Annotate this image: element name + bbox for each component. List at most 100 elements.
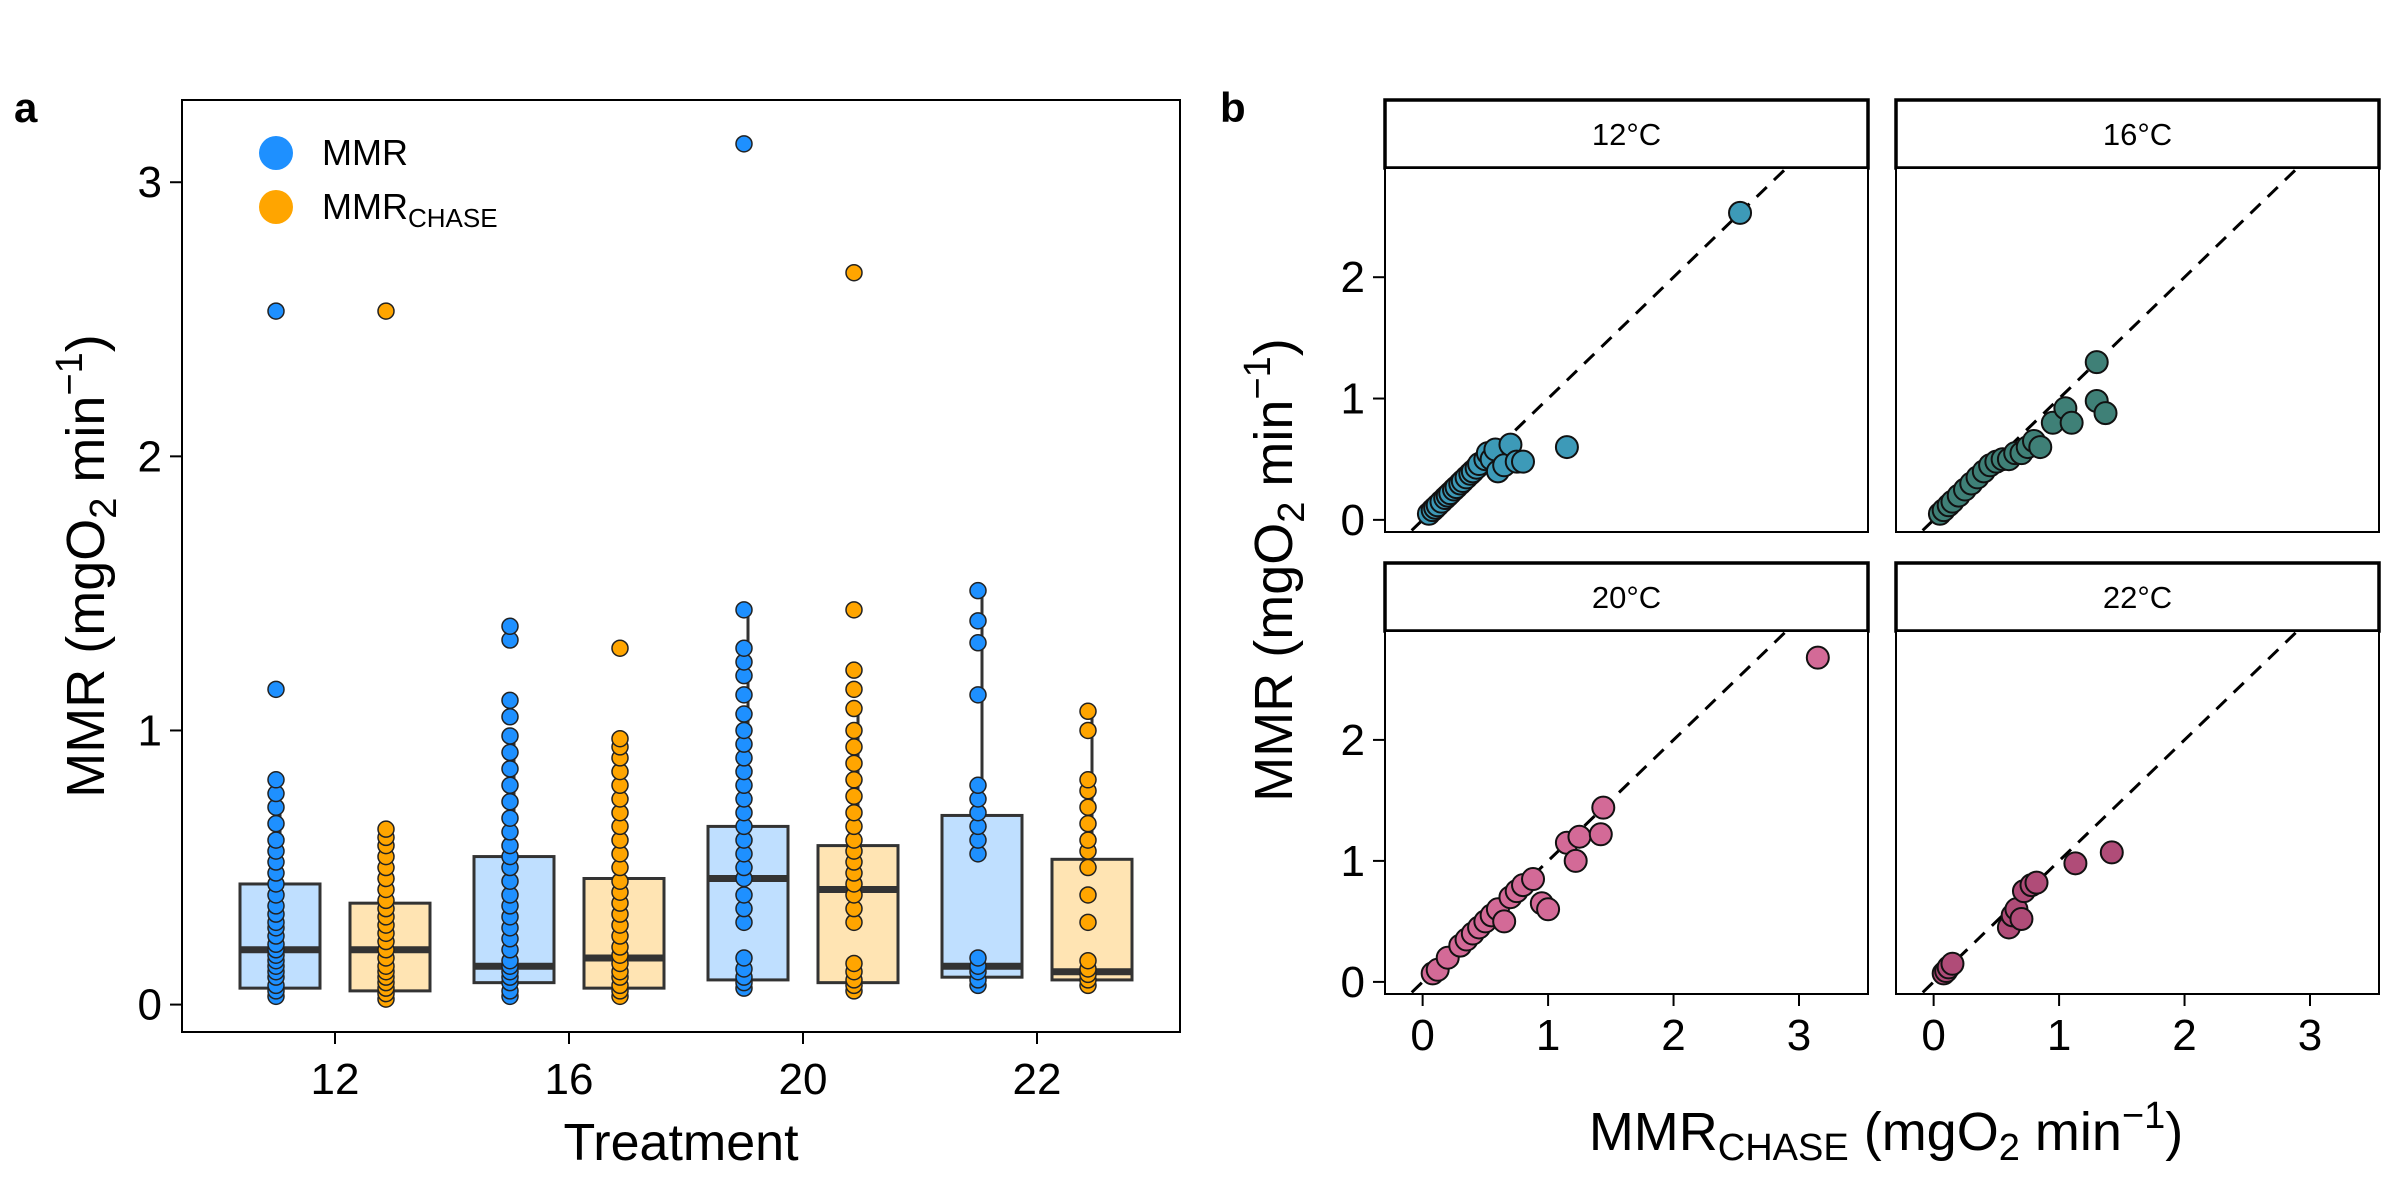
data-point	[267, 680, 285, 699]
y-tick-label: 3	[138, 158, 162, 207]
panel-a-points	[267, 135, 1097, 1008]
data-point	[1079, 951, 1097, 970]
data-point	[969, 634, 987, 652]
x-tick-label: 2	[2172, 1011, 2196, 1060]
data-point	[377, 820, 395, 838]
y-tick-label: 0	[138, 981, 162, 1030]
data-point	[735, 949, 753, 967]
data-point	[501, 708, 519, 726]
data-point	[611, 729, 629, 748]
panel-a-x-axis-title: Treatment	[563, 1114, 799, 1172]
data-point	[1536, 897, 1561, 922]
data-point	[735, 886, 753, 904]
facet-20c: 20°C 0 1 2 0 1 2 3	[1341, 561, 1870, 1060]
facet-strip-label: 20°C	[1592, 580, 1661, 615]
data-point	[735, 721, 753, 740]
data-point	[1728, 200, 1753, 225]
data-point	[735, 601, 753, 619]
data-point	[1079, 858, 1097, 877]
data-point	[267, 831, 285, 849]
facet-strip-label: 16°C	[2103, 117, 2172, 152]
y-tick-label: 1	[1341, 375, 1365, 424]
data-point	[845, 787, 863, 806]
x-tick-label: 16	[545, 1055, 594, 1104]
data-point	[2059, 410, 2084, 435]
y-tick-label: 2	[1341, 716, 1365, 765]
data-point	[267, 814, 285, 833]
facet-strip-label: 22°C	[2103, 580, 2172, 615]
x-tick-label: 3	[2298, 1011, 2322, 1060]
facet-strip	[1383, 561, 1870, 633]
legend-mmr-chase-marker	[259, 190, 293, 224]
data-point	[1079, 831, 1097, 849]
data-point	[1567, 824, 1592, 849]
data-point	[1554, 435, 1579, 460]
data-point	[2063, 851, 2088, 876]
data-point	[267, 302, 285, 320]
data-point	[735, 639, 753, 657]
legend-mmr-label: MMR	[322, 132, 408, 173]
data-point	[1079, 702, 1097, 721]
facet-strip	[1894, 561, 2381, 633]
data-point	[845, 954, 863, 973]
data-point	[845, 680, 863, 699]
data-point	[845, 803, 863, 822]
data-point	[501, 776, 519, 795]
data-point	[2093, 401, 2118, 426]
data-point	[845, 771, 863, 789]
data-point	[1511, 449, 1535, 474]
data-point	[267, 771, 285, 789]
panel-a-x-axis: 12 16 20 22	[311, 1032, 1062, 1104]
data-point	[1563, 848, 1588, 873]
data-point	[1492, 909, 1517, 934]
y-tick-label: 2	[138, 432, 162, 481]
data-point	[501, 743, 519, 762]
data-point	[1588, 822, 1613, 847]
data-point	[845, 721, 863, 740]
data-point	[845, 738, 863, 756]
facet-12c: 12°C 0 1 2	[1341, 98, 1870, 545]
data-point	[1079, 814, 1097, 833]
data-point	[1940, 951, 1965, 976]
legend-mmr-marker	[259, 136, 293, 170]
data-point	[1805, 645, 1830, 670]
data-point	[377, 302, 395, 320]
data-point	[969, 581, 987, 600]
panel-a-y-axis-title: MMR (mgO2 min−1)	[49, 334, 125, 797]
data-point	[845, 263, 863, 282]
panel-b: b 12°C 0 1 2 16°C 20°C 0 1 2 0 1 2 3 22°C 0 1 2 3 MMRCHAS…	[1220, 84, 2381, 1169]
panel-b-facets: 12°C 0 1 2 16°C 20°C 0 1 2 0 1 2 3 22°C 0 1 2 3	[1341, 98, 2381, 1060]
data-point	[1591, 795, 1616, 820]
facet-strip	[1383, 98, 1870, 170]
panel-a-legend: MMR MMRCHASE	[259, 132, 498, 233]
data-point	[845, 754, 863, 773]
data-point	[1521, 867, 1546, 892]
data-point	[969, 686, 987, 704]
x-tick-label: 0	[1410, 1011, 1434, 1060]
data-point	[845, 661, 863, 679]
data-point	[845, 699, 863, 718]
x-tick-label: 20	[779, 1055, 828, 1104]
data-point	[2009, 906, 2034, 931]
data-point	[2028, 435, 2053, 460]
y-tick-label: 2	[1341, 253, 1365, 302]
data-point	[501, 760, 519, 778]
data-point	[2084, 350, 2109, 375]
y-tick-label: 1	[1341, 837, 1365, 886]
facet-22c: 22°C 0 1 2 3	[1894, 561, 2381, 1060]
y-tick-label: 0	[1341, 958, 1365, 1007]
data-point	[735, 705, 753, 723]
data-point	[1079, 798, 1097, 816]
x-tick-label: 3	[1787, 1011, 1811, 1060]
x-tick-label: 1	[1536, 1011, 1560, 1060]
data-point	[501, 691, 519, 710]
data-point	[501, 809, 519, 827]
panel-a-y-axis: 0 1 2 3	[138, 158, 182, 1030]
facet-16c: 16°C	[1894, 98, 2381, 533]
x-tick-label: 22	[1013, 1055, 1062, 1104]
data-point	[501, 617, 519, 636]
panel-b-label: b	[1220, 84, 1246, 131]
x-tick-label: 2	[1661, 1011, 1685, 1060]
x-tick-label: 1	[2047, 1011, 2071, 1060]
